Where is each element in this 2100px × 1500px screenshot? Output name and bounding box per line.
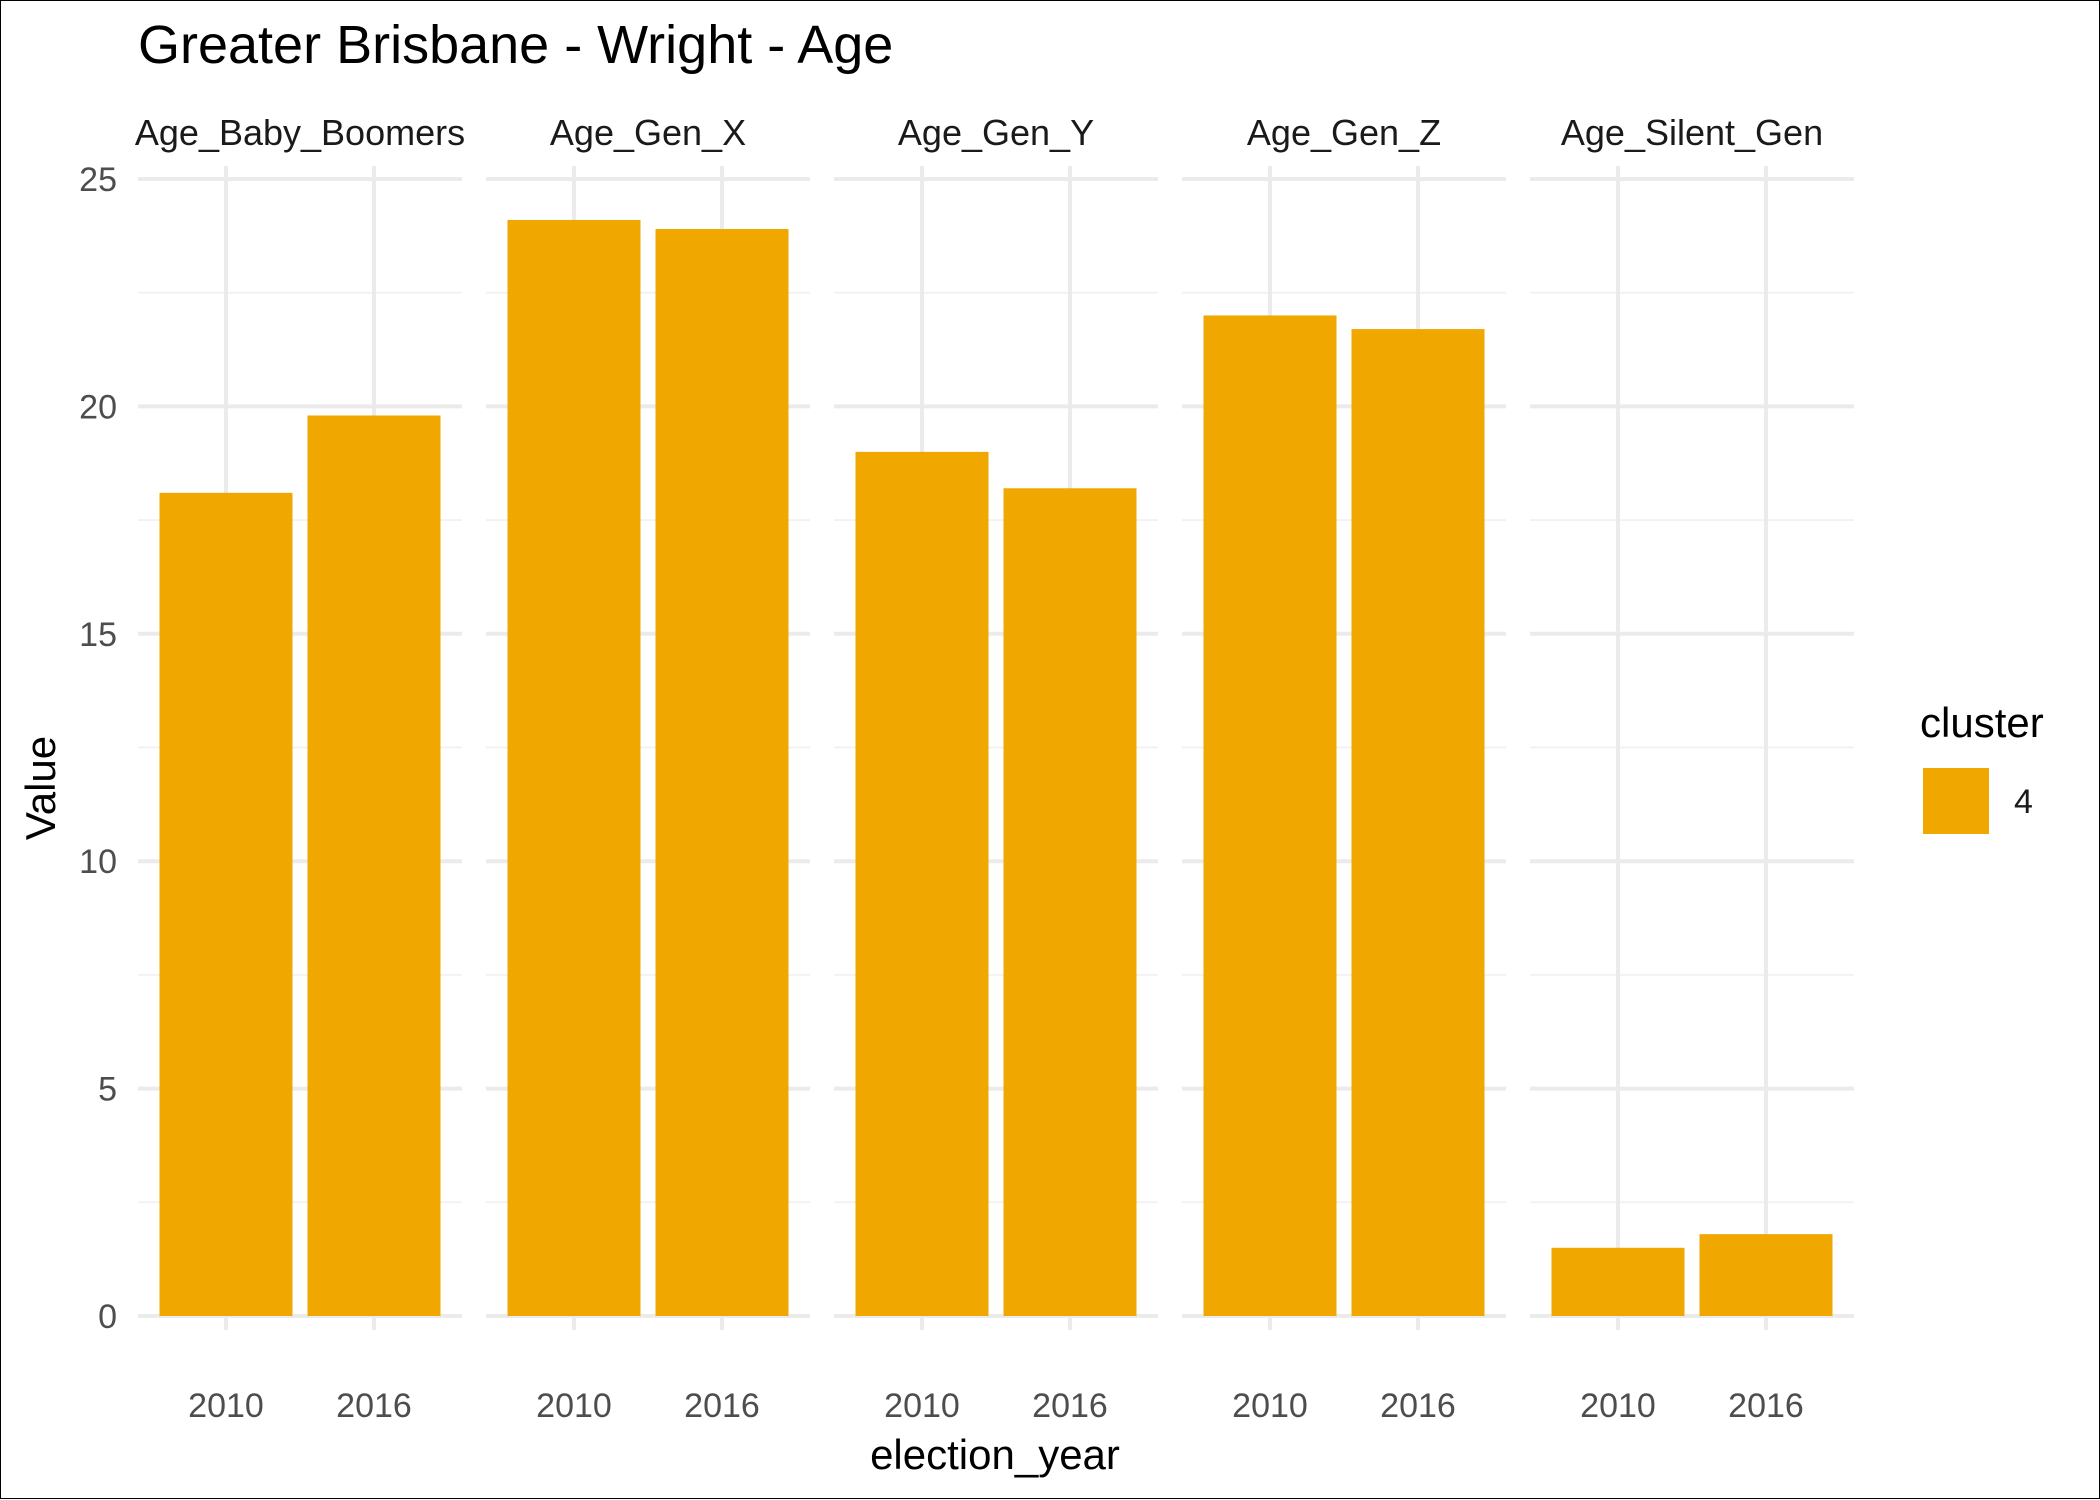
x-tick-label: 2010 [1580, 1387, 1656, 1425]
x-tick-label: 2016 [684, 1387, 760, 1425]
facet-strip-label: Age_Baby_Boomers [135, 112, 465, 153]
bar-Age_Baby_Boomers-2010 [159, 492, 293, 1316]
facet-strip-label: Age_Gen_X [550, 112, 746, 153]
bar-Age_Gen_Y-2016 [1003, 488, 1137, 1316]
legend-key-4 [1923, 768, 1989, 834]
x-tick-label: 2010 [1232, 1387, 1308, 1425]
chart-title: Greater Brisbane - Wright - Age [138, 15, 893, 75]
x-tick-label: 2016 [1380, 1387, 1456, 1425]
bar-Age_Gen_X-2016 [655, 229, 789, 1317]
y-tick-label: 15 [79, 616, 117, 654]
y-tick-label: 25 [79, 161, 117, 199]
bar-Age_Gen_X-2010 [507, 219, 641, 1316]
facet-strip-label: Age_Gen_Z [1247, 112, 1441, 153]
y-tick-label: 5 [98, 1071, 117, 1109]
x-tick-label: 2016 [1728, 1387, 1804, 1425]
facet-strip-label: Age_Gen_Y [898, 112, 1094, 153]
y-tick-label: 10 [79, 843, 117, 881]
x-tick-label: 2010 [188, 1387, 264, 1425]
bar-Age_Gen_Y-2010 [855, 451, 989, 1316]
y-axis-title: Value [17, 736, 64, 840]
y-tick-label: 0 [98, 1298, 117, 1336]
bar-Age_Gen_Z-2016 [1351, 329, 1485, 1317]
bar-Age_Silent_Gen-2010 [1551, 1247, 1685, 1316]
x-axis-title: election_year [870, 1431, 1120, 1478]
x-tick-label: 2016 [1032, 1387, 1108, 1425]
x-tick-label: 2016 [336, 1387, 412, 1425]
x-tick-label: 2010 [536, 1387, 612, 1425]
legend-title: cluster [1920, 699, 2044, 746]
legend-label-4: 4 [2014, 783, 2033, 821]
y-tick-label: 20 [79, 388, 117, 426]
bar-Age_Baby_Boomers-2016 [307, 415, 441, 1317]
x-tick-label: 2010 [884, 1387, 960, 1425]
facet-strip-label: Age_Silent_Gen [1561, 112, 1823, 153]
bar-Age_Silent_Gen-2016 [1699, 1234, 1833, 1316]
bar-Age_Gen_Z-2010 [1203, 315, 1337, 1316]
